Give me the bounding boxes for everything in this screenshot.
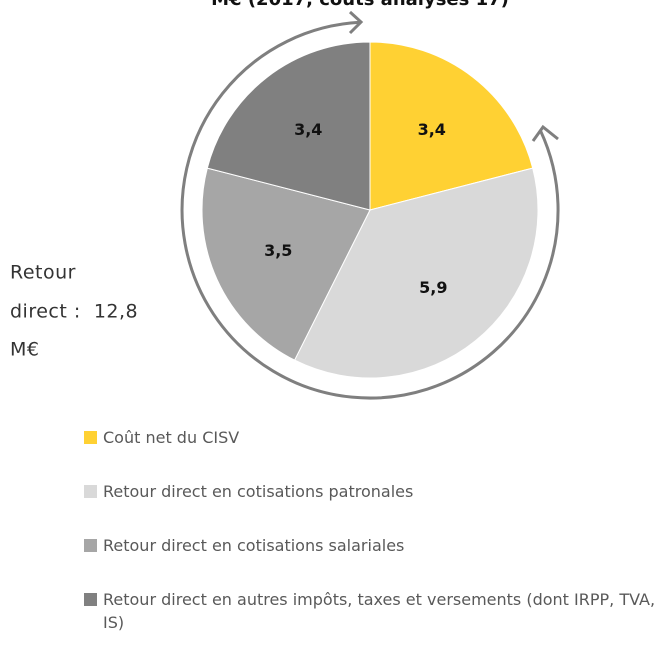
legend-label: Retour direct en autres impôts, taxes et… [103,590,656,632]
data-label: 5,9 [419,278,447,297]
pie-slice [206,41,371,211]
legend-swatch [84,485,97,498]
data-label: 3,4 [418,120,446,139]
data-label: 3,4 [294,120,322,139]
cycle-arrow [180,20,560,400]
pie: 3,4 5,9 3,5 3,4 [201,41,539,379]
arrowhead [348,10,364,35]
arrowhead [531,124,559,142]
annotation: direct : 12,8 [10,301,138,323]
legend-item: Retour direct en autres impôts, taxes et… [84,588,659,634]
legend-swatch [84,431,97,444]
legend-swatch [84,593,97,606]
pie-slice [293,167,539,379]
legend-item: Retour direct en cotisations salariales [84,534,659,557]
pie-slice [369,41,534,211]
legend-label: Coût net du CISV [103,428,240,447]
annotation: M€ [10,339,39,361]
legend-label: Retour direct en cotisations patronales [103,482,414,501]
legend-item: Retour direct en cotisations patronales [84,480,659,503]
legend-swatch [84,539,97,552]
data-label: 3,5 [264,241,292,260]
legend-label: Retour direct en cotisations salariales [103,536,405,555]
legend: Coût net du CISV Retour direct en cotisat… [84,426,659,665]
legend-item: Coût net du CISV [84,426,659,449]
page: M€ (2017, coûts analysés 17) 3,45,93,53,… [10,0,656,632]
pie-slice [201,167,371,361]
chart: M€ (2017, coûts analysés 17) 3,45,93,53,… [10,0,560,400]
annotation: Retour [10,262,76,284]
chart-title: M€ (2017, coûts analysés 17) [211,0,509,10]
